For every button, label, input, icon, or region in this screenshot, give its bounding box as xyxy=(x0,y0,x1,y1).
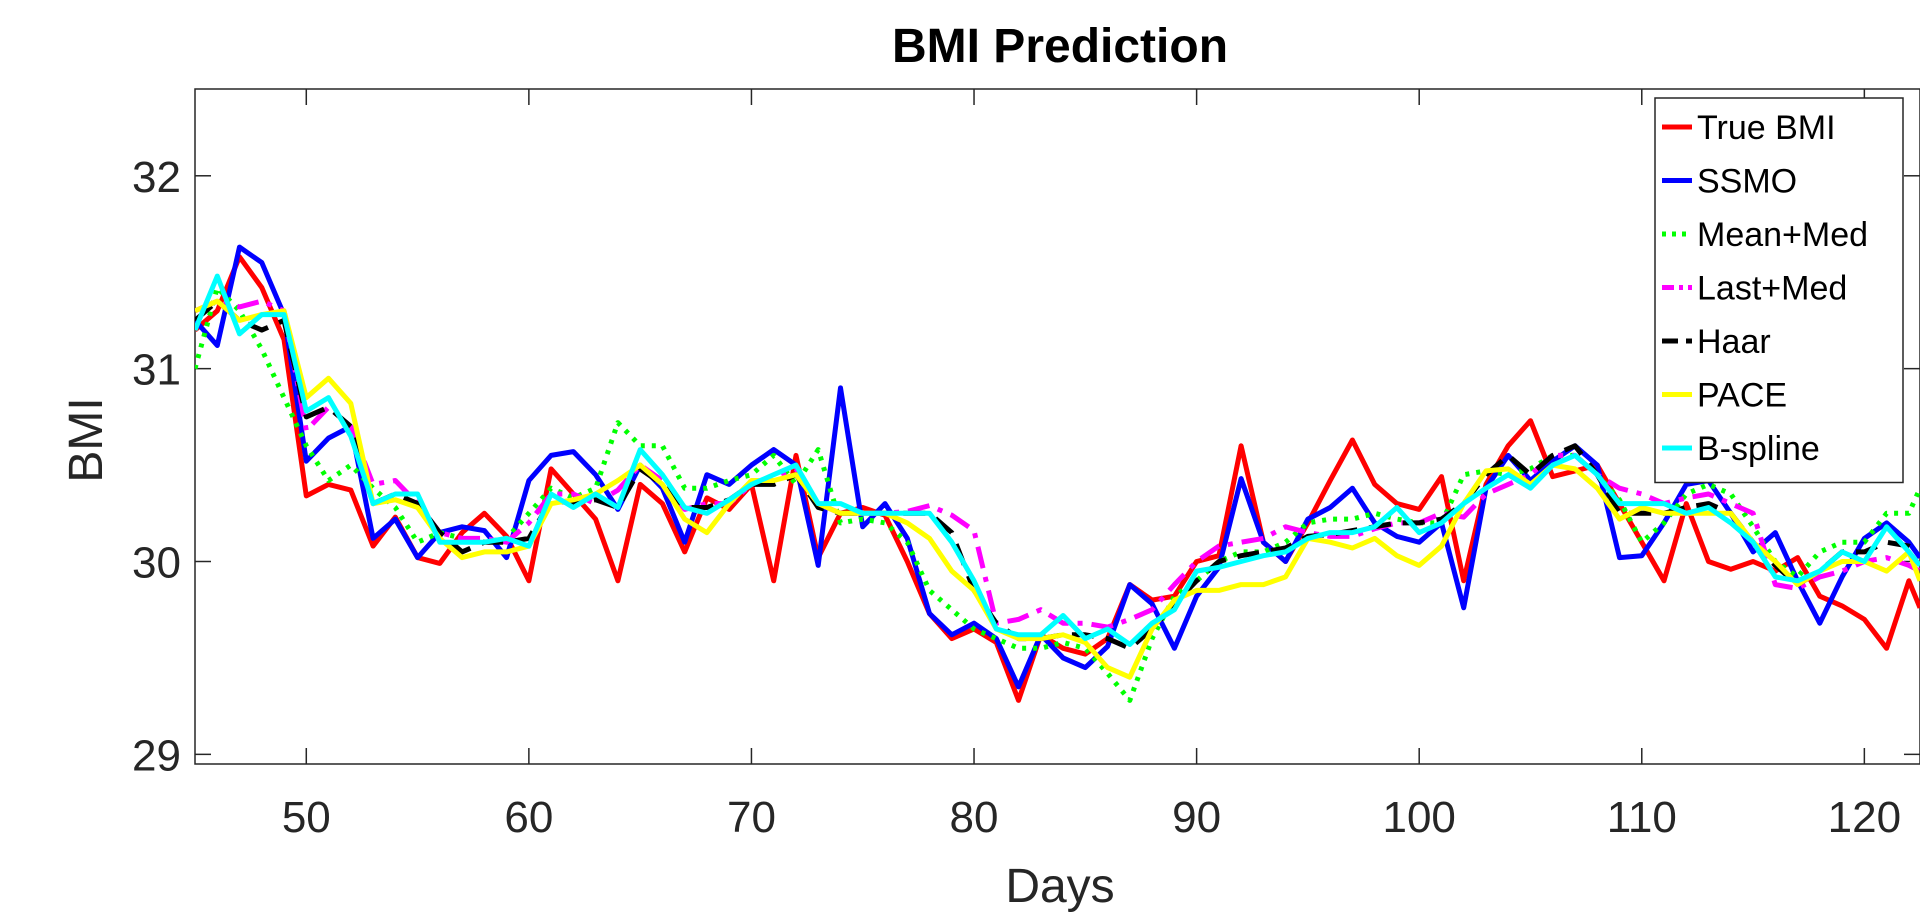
x-tick-label: 60 xyxy=(504,793,553,842)
x-tick-label: 50 xyxy=(282,793,331,842)
x-tick-label: 100 xyxy=(1382,793,1455,842)
x-tick-label: 110 xyxy=(1607,793,1677,842)
y-tick-label: 32 xyxy=(132,153,181,202)
x-tick-label: 80 xyxy=(950,793,999,842)
series-line-pace xyxy=(195,298,1920,680)
x-axis-label: Days xyxy=(1005,860,1114,913)
axes: 50 60 70 80 90 100 110 120 29 30 31 32 xyxy=(132,88,1920,842)
chart-title: BMI Prediction xyxy=(892,20,1228,73)
y-tick-label: 29 xyxy=(132,731,181,780)
series-line-last-med xyxy=(195,298,1920,630)
series-line-true-bmi xyxy=(195,254,1920,703)
x-tick-label: 120 xyxy=(1828,793,1901,842)
y-axis-label: BMI xyxy=(60,397,113,482)
legend-label: Mean+Med xyxy=(1697,216,1868,254)
legend-label: Haar xyxy=(1697,323,1771,361)
legend-label: PACE xyxy=(1697,377,1787,415)
series-line-b-spline xyxy=(195,273,1920,647)
x-tick-label: 90 xyxy=(1172,793,1221,842)
legend-box xyxy=(1654,97,1904,484)
series-lines xyxy=(195,244,1920,703)
legend-label: Last+Med xyxy=(1697,270,1847,308)
legend-label: True BMI xyxy=(1697,109,1836,147)
legend: True BMI SSMO Mean+Med Last+Med Haar PACE B-sp… xyxy=(1654,97,1904,484)
legend-label: SSMO xyxy=(1697,163,1797,201)
y-tick-label: 31 xyxy=(132,346,181,395)
series-line-ssmo xyxy=(195,244,1920,690)
x-tick-label: 70 xyxy=(727,793,776,842)
legend-label: B-spline xyxy=(1697,430,1820,468)
y-tick-label: 30 xyxy=(132,539,181,588)
plot-frame xyxy=(194,88,1920,765)
